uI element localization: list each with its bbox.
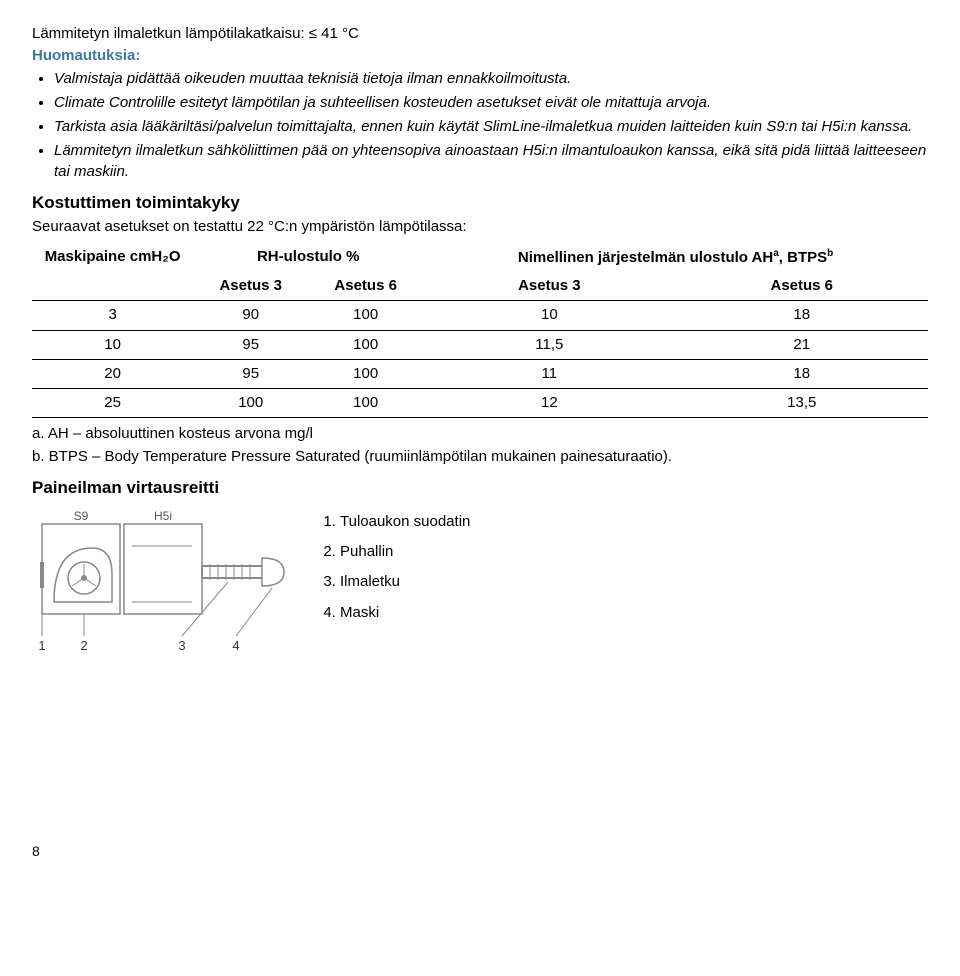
table-cell: 11 [423, 359, 675, 388]
airflow-legend-item: Puhallin [340, 542, 470, 562]
note-item: Tarkista asia lääkäriltäsi/palvelun toim… [54, 117, 928, 137]
airflow-legend-item: Ilmaletku [340, 572, 470, 592]
note-item: Valmistaja pidättää oikeuden muuttaa tek… [54, 69, 928, 89]
table-group1-header: RH-ulostulo % [193, 243, 423, 272]
table-subheader: Asetus 6 [676, 272, 928, 301]
table-cell: 18 [676, 359, 928, 388]
svg-text:1: 1 [38, 638, 45, 653]
heated-tube-cutoff-text: Lämmitetyn ilmaletkun lämpötilakatkaisu:… [32, 24, 928, 44]
table-subheader: Asetus 6 [308, 272, 423, 301]
note-item: Climate Controlille esitetyt lämpötilan … [54, 93, 928, 113]
table-subheader: Asetus 3 [423, 272, 675, 301]
note-item: Lämmitetyn ilmaletkun sähköliittimen pää… [54, 141, 928, 182]
table-cell: 21 [676, 330, 928, 359]
airflow-legend-list: Tuloaukon suodatin Puhallin Ilmaletku Ma… [316, 512, 470, 633]
footnote-a: a. AH – absoluuttinen kosteus arvona mg/… [32, 424, 928, 444]
airflow-legend-item: Tuloaukon suodatin [340, 512, 470, 532]
svg-text:3: 3 [178, 638, 185, 653]
humidifier-table: Maskipaine cmH₂O RH-ulostulo % Nimelline… [32, 243, 928, 419]
table-row: 3901001018 [32, 301, 928, 330]
table-cell: 100 [308, 301, 423, 330]
svg-text:H5i: H5i [154, 509, 172, 523]
table-cell: 13,5 [676, 389, 928, 418]
svg-text:4: 4 [232, 638, 239, 653]
notes-list: Valmistaja pidättää oikeuden muuttaa tek… [32, 69, 928, 182]
table-cell: 25 [32, 389, 193, 418]
page-number: 8 [32, 842, 928, 861]
svg-text:2: 2 [80, 638, 87, 653]
table-cell: 90 [193, 301, 308, 330]
table-cell: 10 [32, 330, 193, 359]
table-cell: 95 [193, 359, 308, 388]
table-cell: 3 [32, 301, 193, 330]
table-cell: 100 [193, 389, 308, 418]
table-footnotes: a. AH – absoluuttinen kosteus arvona mg/… [32, 424, 928, 467]
table-cell: 100 [308, 359, 423, 388]
airflow-section-title: Paineilman virtausreitti [32, 477, 928, 500]
table-cell: 95 [193, 330, 308, 359]
table-cell: 10 [423, 301, 675, 330]
airflow-diagram: S9 H5i [32, 506, 292, 662]
humidifier-section-intro: Seuraavat asetukset on testattu 22 °C:n … [32, 217, 928, 237]
airflow-legend-item: Maski [340, 603, 470, 623]
table-subheader: Asetus 3 [193, 272, 308, 301]
notes-heading: Huomautuksia: [32, 46, 928, 66]
table-cell: 18 [676, 301, 928, 330]
table-col1-header: Maskipaine cmH₂O [32, 243, 193, 301]
table-row: 251001001213,5 [32, 389, 928, 418]
table-row: 20951001118 [32, 359, 928, 388]
footnote-b: b. BTPS – Body Temperature Pressure Satu… [32, 447, 928, 467]
table-cell: 11,5 [423, 330, 675, 359]
svg-text:S9: S9 [74, 509, 89, 523]
table-cell: 100 [308, 330, 423, 359]
table-group2-header: Nimellinen järjestelmän ulostulo AHa, BT… [423, 243, 928, 272]
table-cell: 12 [423, 389, 675, 418]
table-cell: 100 [308, 389, 423, 418]
humidifier-section-title: Kostuttimen toimintakyky [32, 192, 928, 215]
table-cell: 20 [32, 359, 193, 388]
table-row: 109510011,521 [32, 330, 928, 359]
